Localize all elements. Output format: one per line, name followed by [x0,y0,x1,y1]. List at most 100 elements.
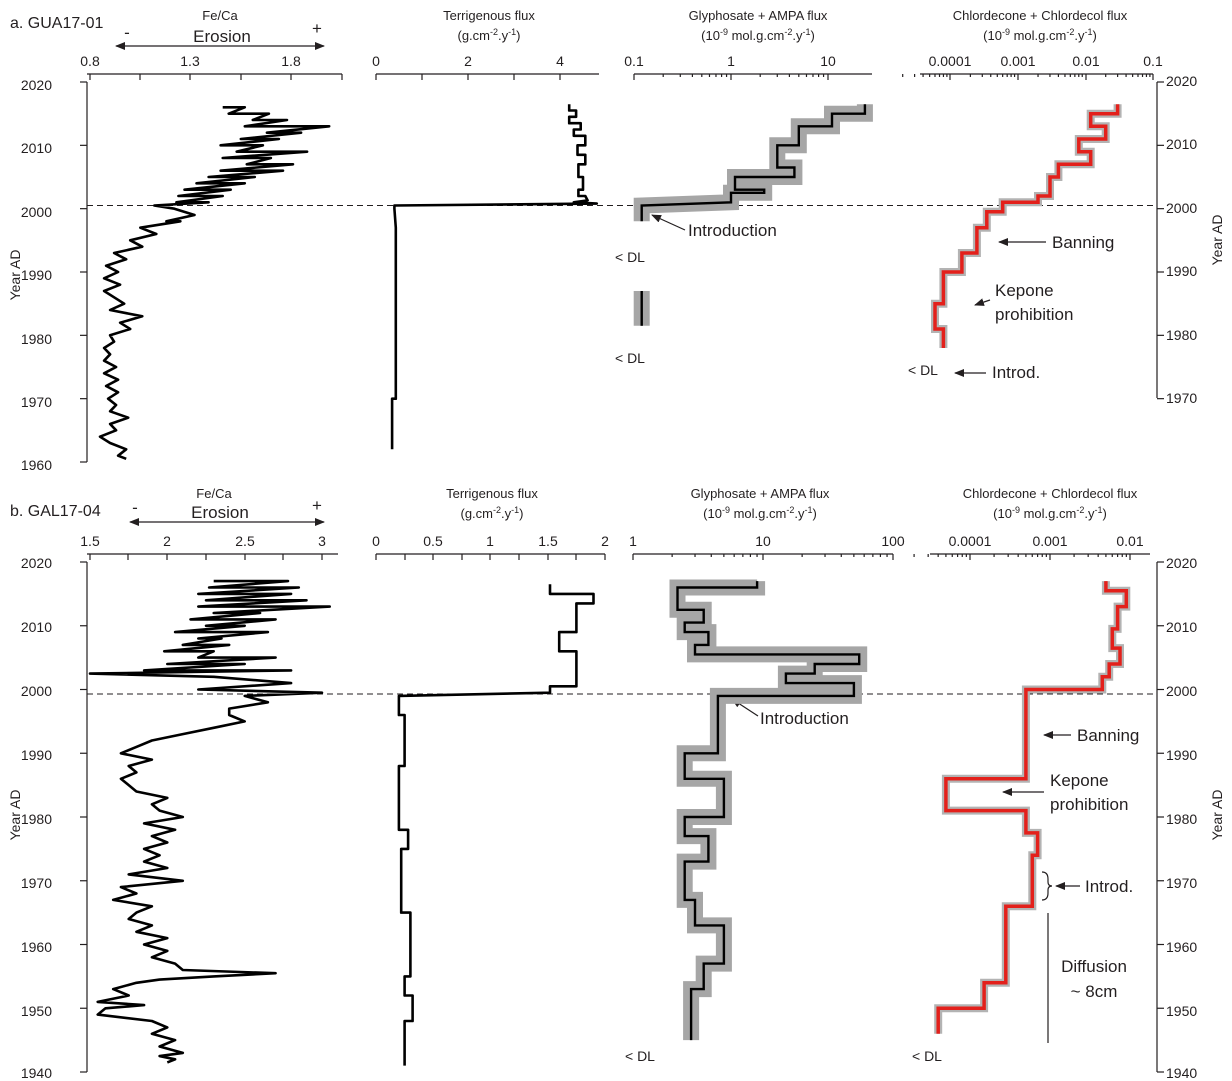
b-year-1970: 1970 [21,875,52,891]
a-year-2020: 2020 [21,77,52,93]
b-terr-title: Terrigenous flux [446,486,538,501]
b-year-1990: 1990 [21,747,52,763]
b-ann-kepone-1: Kepone [1050,771,1109,790]
b-terr-tick-5: 2 [601,533,609,549]
a-arrow-kepone [974,298,991,306]
panel-a-label: a. GUA17-01 [10,15,103,32]
a-ryear-1970: 1970 [1166,390,1197,406]
b-ann-introd: Introd. [1085,877,1133,896]
series-line-7-0 [936,581,1129,1034]
series-line-1-0 [390,104,599,450]
a-fe-ca-minus: - [124,23,130,42]
b-ryear-2010: 2010 [1166,619,1197,635]
b-ann-kepone-2: prohibition [1050,795,1128,814]
b-year-2010: 2010 [21,619,52,635]
a-gly-unit: (10-9 mol.g.cm-2.y-1) [701,27,815,43]
a-ryear-1980: 1980 [1166,327,1197,343]
b-fe-tick-4: 3 [318,533,326,549]
b-gly-tick-2: 10 [755,533,771,549]
b-ryear-1940: 1940 [1166,1065,1197,1081]
b-terr-tick-4: 1.5 [538,533,558,549]
a-gly-tick-3: 10 [820,53,836,69]
a-fe-ca-title: Fe/Ca [202,8,238,23]
a-terr-tick-3: 4 [556,53,564,69]
a-terr-unit: (g.cm-2.y-1) [458,27,521,43]
b-year-1940: 1940 [21,1065,52,1081]
a-fe-tick-2: 1.3 [180,53,200,69]
b-fe-ca-title: Fe/Ca [196,486,232,501]
b-chl-title: Chlordecone + Chlordecol flux [963,486,1138,501]
series-line-5-0 [397,584,595,1066]
b-year-label-right: Year AD [1209,790,1225,841]
a-chl-tick-4: 0.1 [1143,53,1163,69]
a-ann-introd: Introd. [992,363,1040,382]
b-year-1980: 1980 [21,811,52,827]
b-fe-ca-minus: - [132,498,138,517]
a-ann-kepone-1: Kepone [995,281,1054,300]
b-ann-introduction: Introduction [760,709,849,728]
b-ann-banning: Banning [1077,726,1139,745]
a-chl-tick-1: 0.0001 [929,53,972,69]
b-year-1960: 1960 [21,939,52,955]
a-ryear-2020: 2020 [1166,73,1197,89]
b-fe-ca-plus: + [312,496,322,515]
panel-b-label: b. GAL17-04 [10,503,101,520]
a-fe-tick-3: 1.8 [281,53,301,69]
a-chl-tick-2: 0.001 [1000,53,1035,69]
a-ann-banning: Banning [1052,233,1114,252]
a-ann-kepone-2: prohibition [995,305,1073,324]
b-ryear-2020: 2020 [1166,555,1197,571]
a-gly-tick-1: 0.1 [624,53,644,69]
series-line-0-0 [98,106,331,461]
b-gly-title: Glyphosate + AMPA flux [691,486,830,501]
b-ryear-1990: 1990 [1166,747,1197,763]
plot-layer [80,73,1164,1073]
a-ann-dl-3: < DL [908,362,938,378]
b-ryear-1950: 1950 [1166,1003,1197,1019]
series-line-4-0 [88,579,332,1064]
b-chl-tick-2: 0.001 [1032,533,1067,549]
b-fe-tick-1: 1.5 [80,533,100,549]
b-year-2020: 2020 [21,555,52,571]
a-ann-dl-2: < DL [615,350,645,366]
b-terr-tick-1: 0 [372,533,380,549]
b-gly-tick-3: 100 [881,533,905,549]
series-line-3-0 [933,104,1120,348]
b-introd-brace [1041,871,1053,901]
a-arrow-introduction [651,214,686,231]
b-terr-tick-3: 1 [486,533,494,549]
a-terr-title: Terrigenous flux [443,8,535,23]
a-terr-tick-2: 2 [464,53,472,69]
a-year-1990: 1990 [21,267,52,283]
a-fe-tick-1: 0.8 [80,53,100,69]
a-year-label-left: Year AD [7,250,23,301]
a-chl-unit: (10-9 mol.g.cm-2.y-1) [983,27,1097,43]
b-ann-dl-2: < DL [912,1048,942,1064]
b-ann-diffusion-1: Diffusion [1061,957,1127,976]
a-ryear-2000: 2000 [1166,200,1197,216]
panel-b: b. GAL17-04 Fe/Ca - + Erosion 1.5 2 2.5 … [7,486,1225,1081]
a-chl-title: Chlordecone + Chlordecol flux [953,8,1128,23]
b-terr-tick-2: 0.5 [423,533,443,549]
b-ryear-1970: 1970 [1166,875,1197,891]
a-year-1960: 1960 [21,457,52,473]
a-year-2010: 2010 [21,140,52,156]
a-terr-tick-1: 0 [372,53,380,69]
b-erosion-label: Erosion [191,503,249,522]
series-line-2-0 [640,104,867,222]
a-fe-ca-plus: + [312,19,322,38]
a-ann-introduction: Introduction [688,221,777,240]
b-chl-tick-1: 0.0001 [949,533,992,549]
b-fe-tick-3: 2.5 [235,533,255,549]
panel-a: a. GUA17-01 Fe/Ca - + Erosion 0.8 1.3 1.… [7,8,1225,473]
b-ann-dl-1: < DL [625,1048,655,1064]
b-year-1950: 1950 [21,1003,52,1019]
a-year-2000: 2000 [21,204,52,220]
a-gly-tick-2: 1 [727,53,735,69]
b-year-2000: 2000 [21,683,52,699]
b-ryear-1980: 1980 [1166,811,1197,827]
b-ryear-1960: 1960 [1166,939,1197,955]
b-ann-diffusion-2: ~ 8cm [1071,982,1118,1001]
a-year-1980: 1980 [21,331,52,347]
